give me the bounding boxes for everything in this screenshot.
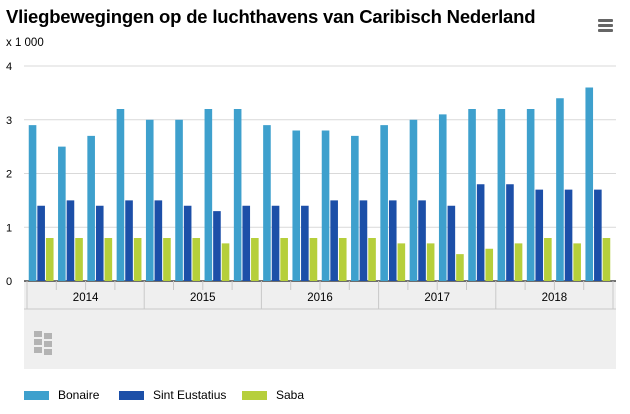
bars: [28, 87, 611, 281]
bar-saba: [368, 238, 376, 281]
bar-sint-eustatius: [564, 189, 573, 281]
bar-saba: [75, 238, 83, 281]
legend-item-saba[interactable]: Saba: [242, 386, 304, 404]
bar-sint-eustatius: [271, 205, 280, 281]
bar-saba: [544, 238, 552, 281]
y-tick-label: 4: [6, 61, 12, 73]
bar-saba: [192, 238, 201, 281]
legend-label: Bonaire: [58, 388, 100, 402]
legend-label: Saba: [276, 388, 305, 402]
bar-bonaire: [175, 119, 183, 281]
x-group-label: 2017: [424, 292, 450, 304]
bar-saba: [309, 238, 318, 281]
bar-bonaire: [292, 130, 301, 281]
bar-sint-eustatius: [242, 205, 251, 281]
bar-sint-eustatius: [95, 205, 104, 281]
legend-item-sint-eustatius[interactable]: Sint Eustatius: [119, 386, 226, 404]
y-axis-unit-label: x 1 000: [6, 37, 44, 49]
bar-bonaire: [87, 135, 95, 281]
legend-swatch: [119, 390, 144, 400]
bar-saba: [397, 243, 406, 281]
bar-sint-eustatius: [447, 205, 456, 281]
chart-title: Vliegbewegingen op de luchthavens van Ca…: [6, 6, 536, 27]
y-tick-label: 2: [6, 169, 12, 181]
bar-sint-eustatius: [154, 200, 163, 281]
x-group-label: 2014: [73, 292, 99, 304]
bar-bonaire: [233, 109, 242, 281]
bar-saba: [514, 243, 523, 281]
bar-bonaire: [526, 109, 535, 281]
bar-saba: [221, 243, 230, 281]
legend-label: Sint Eustatius: [153, 388, 227, 402]
y-tick-label: 3: [6, 115, 12, 127]
legend-swatch: [24, 390, 49, 400]
bar-sint-eustatius: [506, 184, 514, 281]
bar-saba: [426, 243, 435, 281]
bar-saba: [280, 238, 288, 281]
bar-saba: [251, 238, 259, 281]
x-axis-background: [24, 281, 616, 369]
bar-bonaire: [116, 109, 125, 281]
bar-saba: [602, 238, 611, 281]
bar-sint-eustatius: [125, 200, 133, 281]
bar-sint-eustatius: [418, 200, 426, 281]
bar-bonaire: [585, 87, 594, 281]
bar-sint-eustatius: [594, 189, 602, 281]
y-tick-label: 0: [6, 276, 12, 288]
bar-bonaire: [145, 119, 154, 281]
bar-saba: [485, 248, 494, 281]
y-axis-ticks: 0 1 2 3 4: [6, 61, 12, 288]
cbs-logo-icon: [34, 331, 52, 355]
bar-bonaire: [321, 130, 330, 281]
bar-bonaire: [556, 98, 564, 281]
bar-bonaire: [263, 125, 271, 281]
bar-bonaire: [380, 125, 388, 281]
bar-bonaire: [409, 119, 418, 281]
bar-sint-eustatius: [183, 205, 192, 281]
bar-sint-eustatius: [330, 200, 338, 281]
x-group-label: 2018: [542, 292, 568, 304]
bar-sint-eustatius: [37, 205, 45, 281]
bar-sint-eustatius: [66, 200, 75, 281]
bar-sint-eustatius: [213, 211, 221, 281]
bar-sint-eustatius: [388, 200, 397, 281]
x-group-label: 2016: [307, 292, 333, 304]
hamburger-menu-icon[interactable]: [597, 18, 615, 33]
bar-bonaire: [58, 146, 66, 281]
bar-bonaire: [438, 114, 447, 281]
bar-bonaire: [497, 109, 506, 281]
y-tick-label: 1: [6, 222, 12, 234]
bar-saba: [104, 238, 113, 281]
x-group-label: 2015: [190, 292, 216, 304]
bar-sint-eustatius: [359, 200, 368, 281]
bar-sint-eustatius: [535, 189, 544, 281]
legend-swatch: [242, 390, 267, 400]
bar-saba: [45, 238, 54, 281]
bar-sint-eustatius: [301, 205, 309, 281]
bar-bonaire: [28, 125, 37, 281]
bar-bonaire: [468, 109, 476, 281]
bar-saba: [163, 238, 171, 281]
bar-saba: [338, 238, 347, 281]
legend-item-bonaire[interactable]: Bonaire: [24, 386, 99, 404]
bar-saba: [456, 254, 464, 281]
bar-saba: [133, 238, 142, 281]
x-axis-panel: 2014 2015 2016 2017 2018: [24, 280, 616, 369]
bar-bonaire: [351, 135, 359, 281]
bar-bonaire: [204, 109, 213, 281]
bar-sint-eustatius: [476, 184, 485, 281]
bar-saba: [573, 243, 581, 281]
